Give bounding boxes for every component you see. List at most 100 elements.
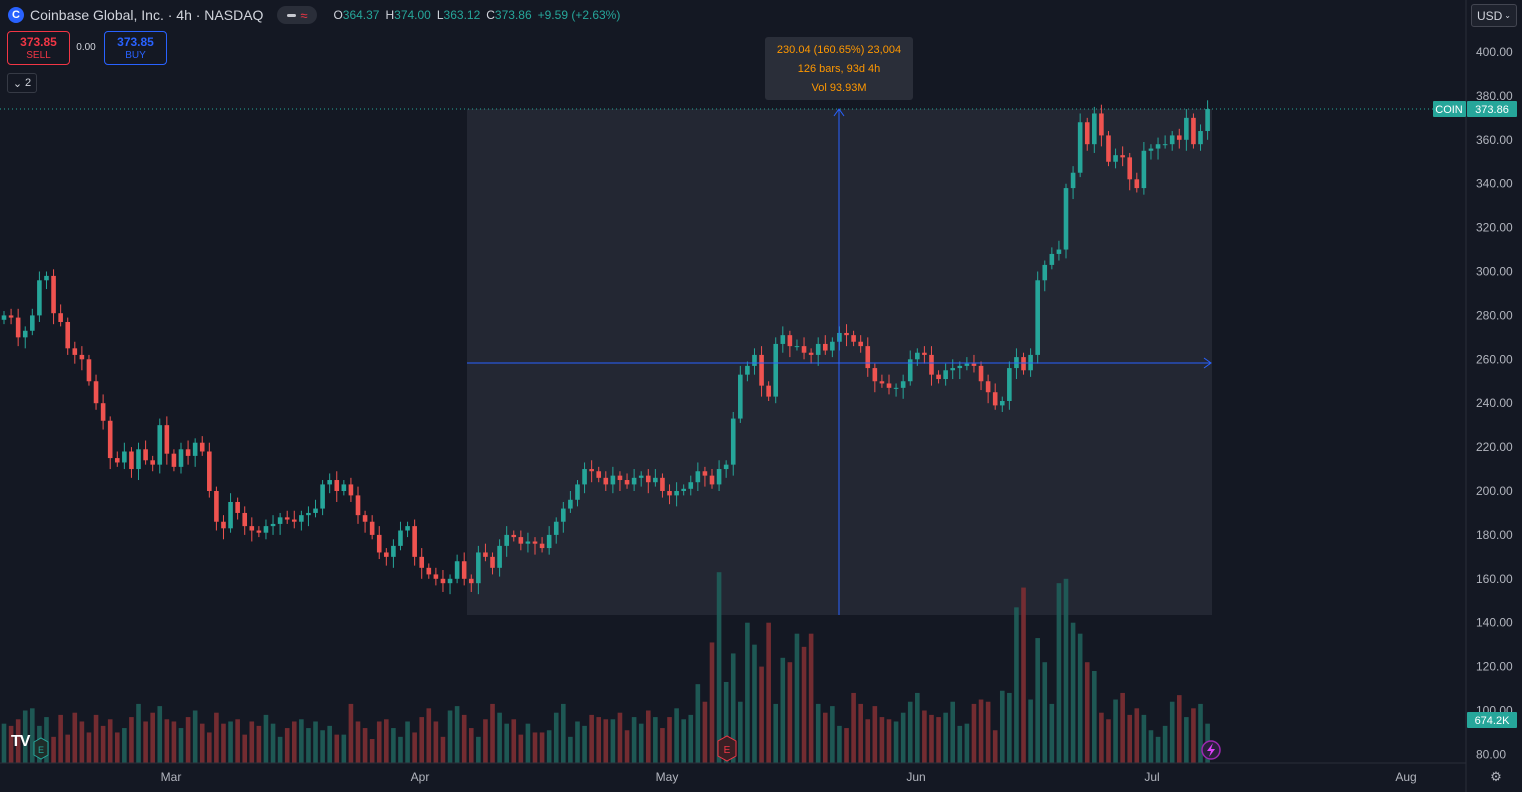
buy-button[interactable]: 373.85 BUY — [104, 31, 167, 65]
candle-body — [872, 368, 878, 382]
candle-body — [412, 526, 417, 557]
volume-bar — [752, 644, 757, 763]
close-value: 373.86 — [494, 8, 532, 22]
candle-body — [730, 418, 736, 465]
volume-bar — [284, 728, 290, 763]
candle-body — [915, 352, 920, 360]
volume-bar — [504, 723, 509, 763]
price-tick-label: 80.00 — [1476, 747, 1506, 761]
candle-layer — [1, 100, 1210, 595]
volume-bar — [348, 703, 354, 763]
time-axis[interactable]: Mar Apr May Jun Jul Aug — [161, 770, 1417, 784]
volume-bar — [568, 736, 573, 763]
volume-bar — [58, 714, 63, 763]
indicator-toggle-button[interactable]: ≈ — [277, 6, 318, 24]
candle-body — [320, 484, 325, 509]
candle-body — [249, 526, 255, 531]
candle-body — [1176, 135, 1182, 140]
candle-body — [37, 280, 42, 316]
volume-bar — [412, 732, 417, 763]
volume-bar — [157, 706, 163, 763]
collapse-indicators-button[interactable]: ⌄ 2 — [7, 73, 37, 93]
candle-body — [107, 420, 113, 459]
candle-body — [143, 449, 148, 461]
volume-bar — [759, 666, 764, 763]
candle-body — [971, 363, 977, 366]
volume-bar — [1, 723, 7, 763]
price-tag-symbol: COIN — [1435, 104, 1463, 116]
volume-bar — [872, 706, 878, 763]
candle-body — [844, 332, 849, 336]
candle-body — [624, 480, 630, 485]
candle-body — [922, 352, 927, 355]
candle-body — [1035, 280, 1040, 355]
candle-body — [129, 451, 134, 470]
lightning-event-icon[interactable] — [1201, 740, 1221, 760]
candle-body — [808, 352, 814, 355]
volume-bar — [723, 681, 729, 763]
volume-bar — [1169, 701, 1175, 763]
ohlc-values: O364.37 H374.00 L363.12 C373.86 +9.59 (+2.63… — [333, 8, 621, 22]
tradingview-logo-icon[interactable]: TV — [11, 733, 30, 750]
price-axis[interactable]: 400.00 380.00 360.00 340.00 320.00 300.00 280.… — [1476, 45, 1513, 761]
volume-bar — [447, 710, 453, 763]
candle-body — [879, 381, 885, 384]
candle-body — [235, 501, 240, 513]
volume-bar — [808, 633, 814, 763]
volume-bar — [688, 714, 694, 763]
earnings-marker-small[interactable]: E — [33, 737, 49, 760]
volume-bar — [738, 701, 743, 763]
candle-body — [738, 374, 743, 419]
time-tick-label: May — [656, 770, 679, 784]
volume-bar — [22, 710, 28, 763]
candle-body — [277, 517, 283, 524]
volume-bar — [1148, 730, 1154, 763]
candle-body — [1042, 264, 1048, 281]
volume-bar — [822, 712, 828, 763]
candle-body — [8, 315, 14, 318]
volume-bar — [426, 708, 432, 763]
measure-change: 230.04 (160.65%) 23,004 — [776, 44, 902, 56]
candle-body — [1099, 113, 1104, 136]
volume-bar — [624, 730, 630, 763]
volume-bar — [865, 719, 871, 763]
candle-body — [667, 491, 672, 496]
volume-bar — [794, 633, 800, 763]
volume-bar — [539, 732, 545, 763]
candle-body — [1205, 109, 1210, 132]
currency-selector[interactable]: USD ⌄ — [1471, 4, 1517, 27]
volume-bar — [964, 723, 970, 763]
volume-bar — [610, 719, 616, 763]
candle-body — [1106, 135, 1111, 162]
earnings-marker[interactable]: E — [717, 735, 737, 762]
chevron-down-icon: ⌄ — [12, 77, 23, 90]
volume-bar — [207, 732, 212, 763]
measure-tool[interactable] — [467, 108, 1212, 615]
volume-bar — [129, 717, 134, 763]
price-tick-label: 340.00 — [1476, 177, 1513, 191]
volume-bar — [780, 657, 786, 763]
volume-bar — [334, 734, 340, 763]
candle-body — [334, 480, 340, 491]
sell-button[interactable]: 373.85 SELL — [7, 31, 70, 65]
candle-body — [518, 537, 524, 544]
candle-body — [766, 385, 771, 397]
candle-body — [157, 425, 163, 465]
time-tick-label: Mar — [161, 770, 182, 784]
volume-bar — [1191, 708, 1196, 763]
volume-bar — [228, 721, 233, 763]
gear-icon[interactable]: ⚙ — [1490, 769, 1502, 784]
volume-tag-value: 674.2K — [1475, 715, 1511, 727]
volume-bar — [1155, 736, 1161, 763]
volume-bar — [376, 721, 382, 763]
volume-bar — [893, 721, 899, 763]
volume-bar — [589, 714, 594, 763]
candle-body — [886, 383, 892, 388]
symbol-title[interactable]: Coinbase Global, Inc. · 4h · NASDAQ — [30, 7, 264, 23]
candle-body — [957, 365, 963, 369]
candle-body — [122, 451, 127, 463]
volume-bar — [440, 736, 446, 763]
volume-bar — [1014, 607, 1019, 763]
volume-bar — [320, 730, 325, 763]
